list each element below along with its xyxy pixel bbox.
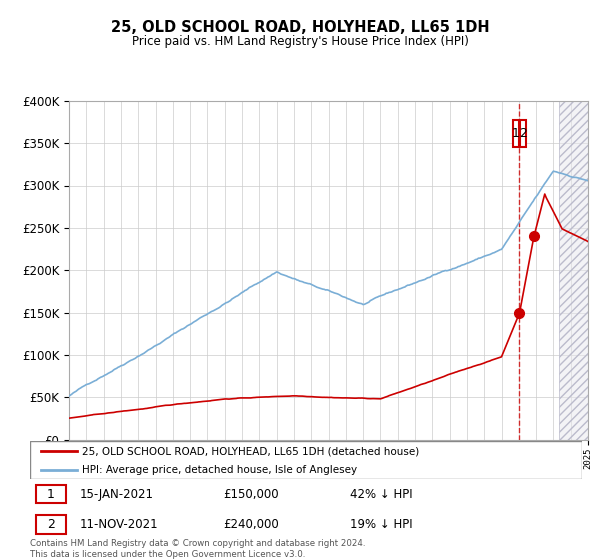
Text: 11-NOV-2021: 11-NOV-2021 xyxy=(80,518,158,531)
FancyBboxPatch shape xyxy=(513,120,519,147)
Text: 1: 1 xyxy=(47,488,55,501)
Text: 2: 2 xyxy=(519,127,527,141)
FancyBboxPatch shape xyxy=(35,484,66,503)
Text: HPI: Average price, detached house, Isle of Anglesey: HPI: Average price, detached house, Isle… xyxy=(82,465,358,475)
Text: 1: 1 xyxy=(512,127,520,141)
Text: 25, OLD SCHOOL ROAD, HOLYHEAD, LL65 1DH (detached house): 25, OLD SCHOOL ROAD, HOLYHEAD, LL65 1DH … xyxy=(82,446,419,456)
Bar xyxy=(559,101,588,440)
Bar xyxy=(559,101,588,440)
Text: Contains HM Land Registry data © Crown copyright and database right 2024.
This d: Contains HM Land Registry data © Crown c… xyxy=(30,539,365,559)
Text: 2: 2 xyxy=(47,518,55,531)
Text: 19% ↓ HPI: 19% ↓ HPI xyxy=(350,518,413,531)
Text: 15-JAN-2021: 15-JAN-2021 xyxy=(80,488,154,501)
Text: £150,000: £150,000 xyxy=(223,488,279,501)
Text: Price paid vs. HM Land Registry's House Price Index (HPI): Price paid vs. HM Land Registry's House … xyxy=(131,35,469,48)
FancyBboxPatch shape xyxy=(520,120,526,147)
Text: £240,000: £240,000 xyxy=(223,518,279,531)
Text: 25, OLD SCHOOL ROAD, HOLYHEAD, LL65 1DH: 25, OLD SCHOOL ROAD, HOLYHEAD, LL65 1DH xyxy=(110,20,490,35)
Text: 42% ↓ HPI: 42% ↓ HPI xyxy=(350,488,413,501)
FancyBboxPatch shape xyxy=(35,515,66,534)
